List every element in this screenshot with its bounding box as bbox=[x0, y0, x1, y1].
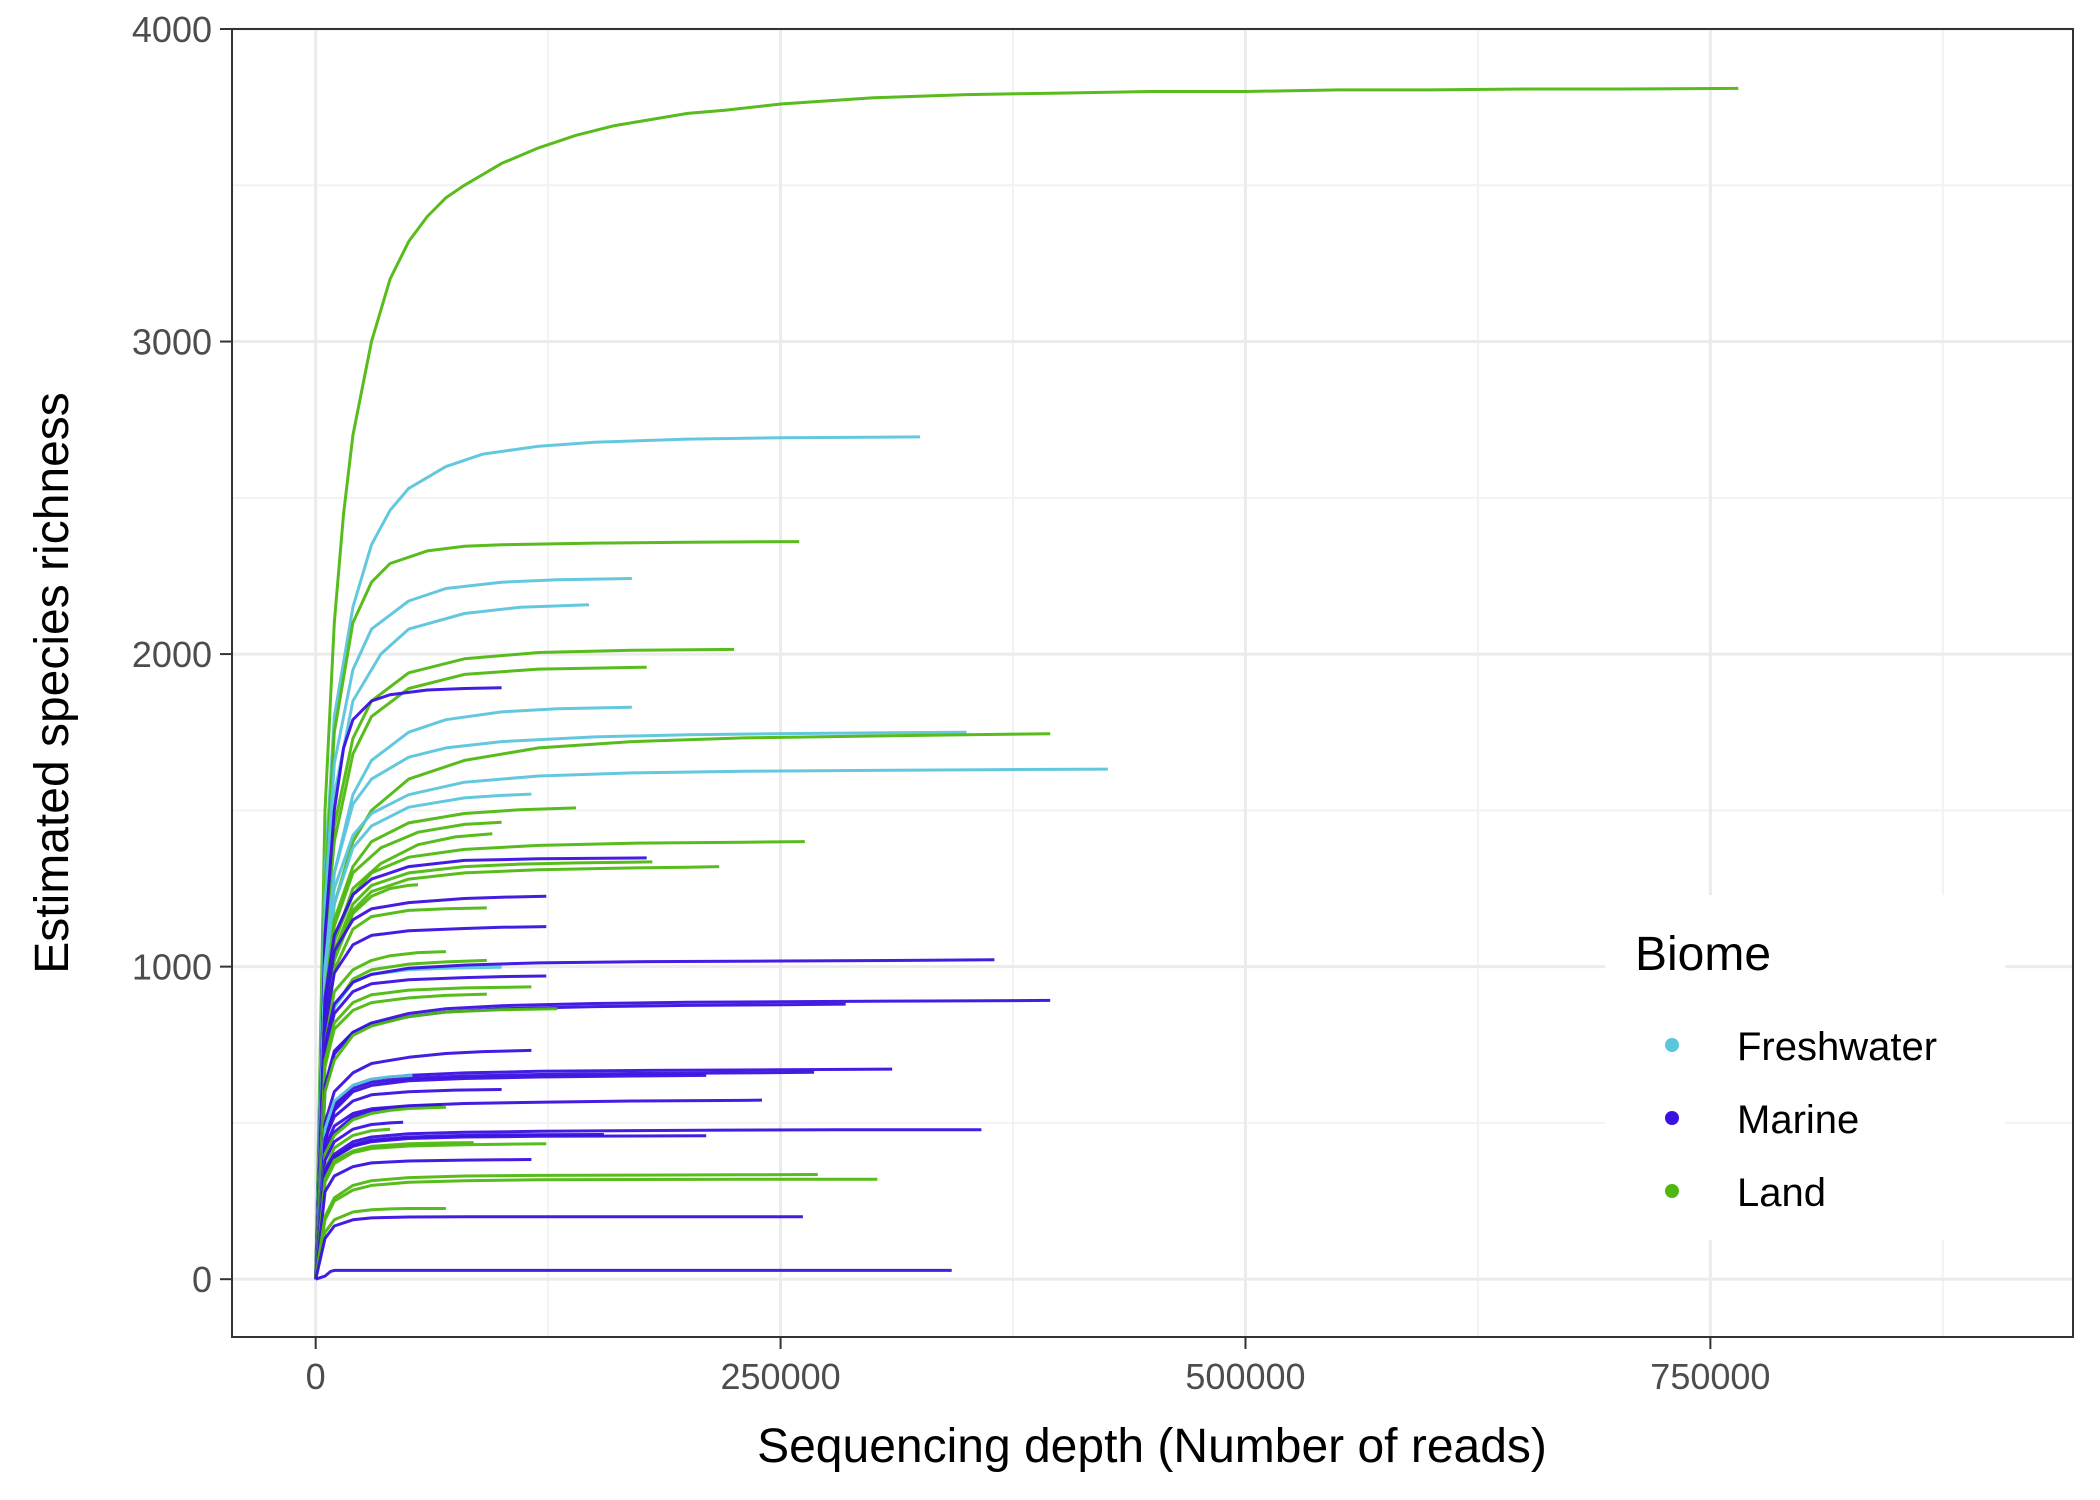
plot-panel-border bbox=[231, 28, 2074, 1338]
series-line-land-1 bbox=[314, 86, 1739, 1280]
series-line-marine-48 bbox=[314, 1134, 707, 1280]
series-line-land-3 bbox=[314, 540, 800, 1280]
series-line-freshwater-2 bbox=[314, 435, 921, 1280]
series-line-marine-40 bbox=[314, 1088, 502, 1280]
legend-key-freshwater bbox=[1665, 1038, 1679, 1052]
major-gridlines bbox=[232, 27, 2073, 1337]
x-tick-label: 250000 bbox=[721, 1356, 841, 1397]
series-line-land-34 bbox=[314, 1007, 558, 1280]
series-line-freshwater-39 bbox=[314, 1073, 413, 1280]
y-axis: 0 1000 2000 3000 4000 bbox=[132, 9, 232, 1300]
x-tick-label: 0 bbox=[306, 1356, 326, 1397]
legend-background bbox=[1605, 895, 2005, 1240]
series-line-land-31 bbox=[314, 992, 487, 1280]
series-line-land-43 bbox=[314, 1105, 446, 1280]
series-line-land-54 bbox=[314, 1207, 446, 1280]
series-line-marine-18 bbox=[314, 856, 647, 1280]
y-tick-label: 0 bbox=[192, 1259, 212, 1300]
y-tick-label: 3000 bbox=[132, 322, 212, 363]
x-axis: 0 250000 500000 750000 bbox=[306, 1337, 1770, 1397]
y-tick-label: 1000 bbox=[132, 947, 212, 988]
legend-label-freshwater: Freshwater bbox=[1737, 1025, 1937, 1069]
series-line-marine-44 bbox=[314, 1120, 404, 1280]
y-tick-label: 2000 bbox=[132, 634, 212, 675]
series-line-marine-56 bbox=[315, 1268, 952, 1281]
legend-title: Biome bbox=[1635, 928, 1771, 981]
minor-gridlines bbox=[232, 29, 2073, 1337]
series-line-marine-22 bbox=[314, 894, 547, 1280]
series-line-marine-51 bbox=[314, 1158, 532, 1280]
legend-entry-land: Land bbox=[1665, 1171, 1826, 1215]
series-line-marine-55 bbox=[314, 1215, 803, 1280]
series-line-freshwater-13 bbox=[314, 792, 532, 1280]
series-line-land-53 bbox=[314, 1177, 878, 1280]
x-tick-label: 750000 bbox=[1650, 1356, 1770, 1397]
x-axis-title: Sequencing depth (Number of reads) bbox=[757, 1420, 1547, 1473]
legend-key-land bbox=[1665, 1184, 1679, 1198]
series-line-marine-46 bbox=[314, 1128, 982, 1280]
series-lines bbox=[314, 86, 1739, 1281]
series-line-marine-28 bbox=[314, 958, 995, 1280]
legend: Biome Freshwater Marine Land bbox=[1605, 895, 2005, 1240]
series-line-land-50 bbox=[314, 1142, 547, 1280]
y-axis-title: Estimated species richness bbox=[26, 392, 79, 974]
legend-entry-freshwater: Freshwater bbox=[1665, 1025, 1937, 1069]
legend-key-marine bbox=[1665, 1111, 1679, 1125]
series-line-freshwater-12 bbox=[314, 767, 1108, 1280]
series-line-marine-29 bbox=[314, 974, 547, 1280]
series-line-marine-24 bbox=[314, 925, 547, 1280]
y-tick-label: 4000 bbox=[132, 9, 212, 50]
series-line-marine-35 bbox=[314, 1048, 532, 1280]
series-line-freshwater-4 bbox=[314, 577, 632, 1280]
legend-label-marine: Marine bbox=[1737, 1098, 1859, 1142]
x-tick-label: 500000 bbox=[1185, 1356, 1305, 1397]
series-line-freshwater-10 bbox=[314, 730, 967, 1280]
series-line-marine-8 bbox=[314, 686, 502, 1280]
legend-entry-marine: Marine bbox=[1665, 1098, 1859, 1142]
legend-label-land: Land bbox=[1737, 1171, 1826, 1215]
